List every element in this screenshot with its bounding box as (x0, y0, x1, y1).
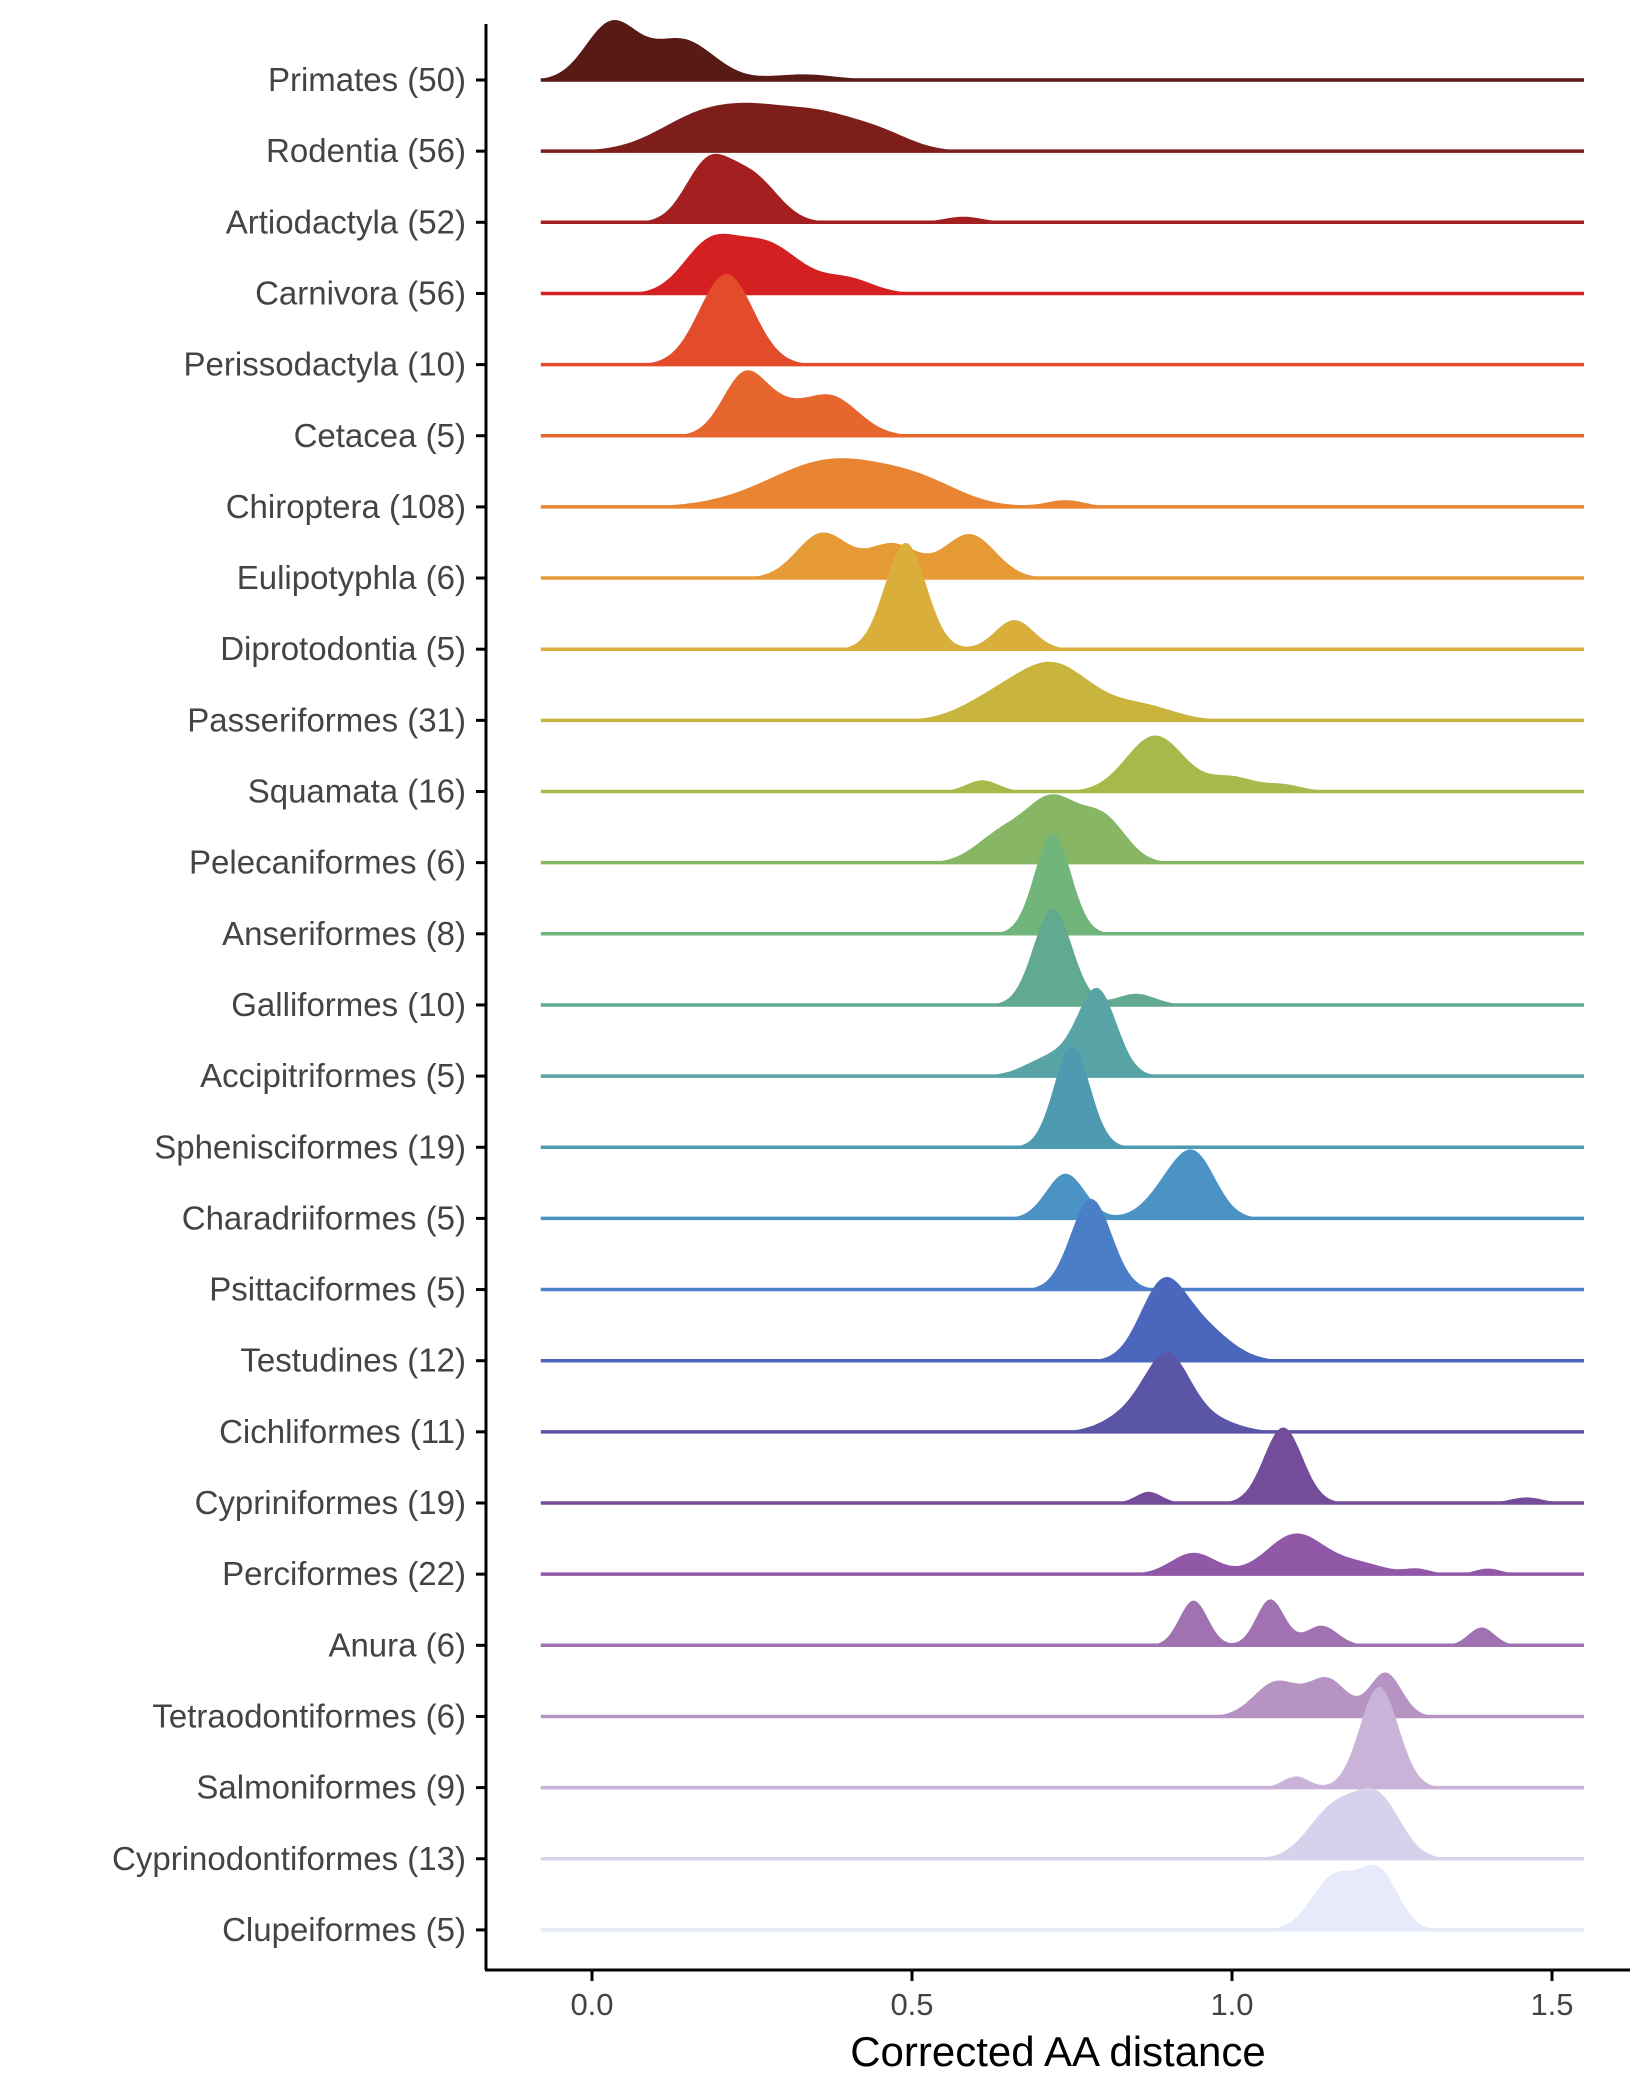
category-label: Galliformes (10) (231, 986, 466, 1023)
ridge-area (540, 20, 1584, 80)
ridge-area (540, 794, 1584, 863)
category-label: Cyprinodontiformes (13) (112, 1840, 466, 1877)
category-label: Squamata (16) (248, 773, 466, 810)
category-label: Charadriiformes (5) (182, 1199, 466, 1236)
ridge-8 (540, 543, 1584, 651)
category-label: Perissodactyla (10) (184, 346, 466, 383)
ridge-1 (540, 102, 1584, 153)
ridge-16 (540, 1149, 1584, 1221)
ridge-area (540, 1599, 1584, 1646)
ridge-area (540, 153, 1584, 223)
ridge-area (540, 543, 1584, 650)
ridge-25 (540, 1788, 1584, 1861)
ridge-2 (540, 153, 1584, 225)
ridge-area (540, 1198, 1584, 1290)
category-label: Sphenisciformes (19) (154, 1128, 466, 1165)
category-label: Pelecaniformes (6) (189, 844, 466, 881)
ridge-19 (540, 1352, 1584, 1434)
x-axis-ticks: 0.0 0.5 1.0 1.5 (570, 1970, 1574, 2022)
ridge-4 (540, 273, 1584, 367)
category-label: Primates (50) (268, 61, 466, 98)
category-label: Carnivora (56) (255, 274, 466, 311)
category-label: Chiroptera (108) (226, 488, 466, 525)
ridge-10 (540, 735, 1584, 794)
category-label: Passeriformes (31) (187, 701, 466, 738)
x-axis-title: Corrected AA distance (850, 2028, 1266, 2075)
ridge-17 (540, 1198, 1584, 1292)
ridge-area (540, 1352, 1584, 1432)
x-tick-label: 0.0 (570, 1987, 613, 2022)
ridge-area (540, 735, 1584, 792)
ridge-15 (540, 1046, 1584, 1149)
category-label: Eulipotyphla (6) (237, 559, 466, 596)
ridge-area (540, 1672, 1584, 1717)
ridge-area (540, 987, 1584, 1077)
ridge-5 (540, 370, 1584, 438)
category-label: Psittaciformes (5) (209, 1271, 466, 1308)
ridge-area (540, 908, 1584, 1005)
ridge-area (540, 1686, 1584, 1788)
ridge-7 (540, 532, 1584, 580)
x-tick-label: 0.5 (890, 1987, 933, 2022)
ridge-area (540, 1149, 1584, 1219)
ridge-area (540, 661, 1584, 721)
category-label: Accipitriformes (5) (200, 1057, 466, 1094)
ridge-area (540, 1427, 1584, 1503)
ridges-group (540, 20, 1584, 1932)
ridge-area (540, 833, 1584, 934)
ridge-0 (540, 20, 1584, 82)
ridge-area (540, 273, 1584, 365)
category-label: Artiodactyla (52) (226, 203, 466, 240)
ridge-20 (540, 1427, 1584, 1505)
ridge-3 (540, 233, 1584, 296)
category-label: Cetacea (5) (294, 417, 466, 454)
category-label: Testudines (12) (240, 1342, 466, 1379)
ridge-23 (540, 1672, 1584, 1719)
category-label: Anura (6) (328, 1626, 466, 1663)
category-labels: Primates (50) Rodentia (56) Artiodactyla (… (112, 61, 486, 1948)
x-tick-label: 1.0 (1210, 1987, 1253, 2022)
category-label: Diprotodontia (5) (220, 630, 466, 667)
ridge-21 (540, 1533, 1584, 1576)
category-label: Tetraodontiformes (6) (152, 1697, 466, 1734)
ridge-area (540, 532, 1584, 579)
ridge-area (540, 233, 1584, 294)
category-label: Rodentia (56) (266, 132, 466, 169)
ridge-9 (540, 661, 1584, 723)
ridge-area (540, 370, 1584, 436)
ridge-22 (540, 1599, 1584, 1648)
ridge-area (540, 1788, 1584, 1859)
ridge-area (540, 102, 1584, 152)
category-label: Cypriniformes (19) (195, 1484, 466, 1521)
ridge-13 (540, 908, 1584, 1007)
ridge-6 (540, 458, 1584, 509)
category-label: Cichliformes (11) (219, 1413, 466, 1450)
ridge-24 (540, 1686, 1584, 1790)
ridge-area (540, 458, 1584, 507)
category-label: Salmoniformes (9) (196, 1769, 466, 1806)
ridge-12 (540, 833, 1584, 936)
ridge-area (540, 1864, 1584, 1930)
ridge-18 (540, 1276, 1584, 1363)
x-tick-label: 1.5 (1530, 1987, 1573, 2022)
ridge-26 (540, 1864, 1584, 1932)
category-label: Perciformes (22) (222, 1555, 466, 1592)
category-label: Anseriformes (8) (222, 915, 466, 952)
ridge-area (540, 1046, 1584, 1148)
ridge-area (540, 1533, 1584, 1575)
category-label: Clupeiformes (5) (222, 1911, 466, 1948)
